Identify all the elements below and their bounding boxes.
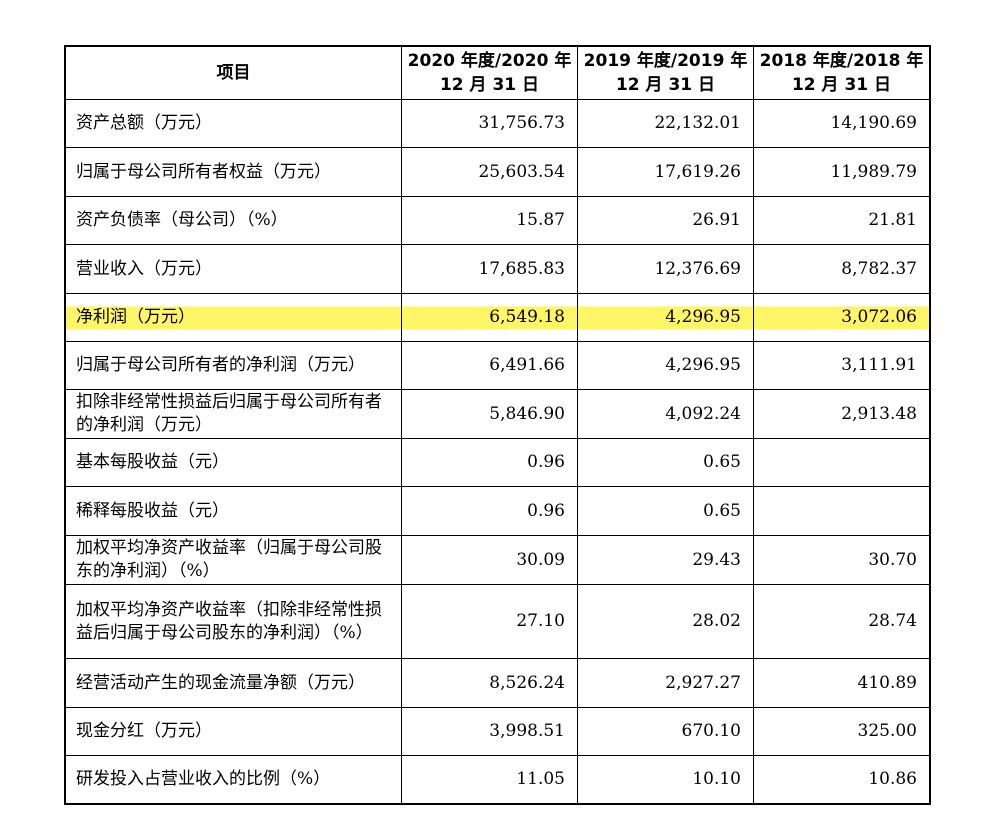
cell-2018: 3,111.91	[753, 341, 930, 390]
cell-2019: 12,376.69	[577, 244, 754, 294]
table-row: 现金分红（万元） 3,998.51 670.10 325.00	[65, 707, 930, 756]
row-label: 加权平均净资产收益率（扣除非经常性损益后归属于母公司股东的净利润）（%）	[65, 584, 402, 659]
row-label: 经营活动产生的现金流量净额（万元）	[65, 658, 402, 708]
cell-2019: 2,927.27	[577, 658, 754, 708]
cell-2020: 0.96	[401, 486, 578, 536]
table-row: 加权平均净资产收益率（扣除非经常性损益后归属于母公司股东的净利润）（%） 27.…	[65, 584, 930, 659]
cell-2020: 30.09	[401, 535, 578, 585]
cell-2018: 8,782.37	[753, 244, 930, 294]
row-label: 资产负债率（母公司）（%）	[65, 196, 402, 245]
cell-2020: 31,756.73	[401, 99, 578, 148]
table-row: 稀释每股收益（元） 0.96 0.65	[65, 486, 930, 536]
cell-2020: 11.05	[401, 755, 578, 804]
table-header-row: 项目 2020 年度/2020 年 12 月 31 日 2019 年度/2019 …	[65, 46, 930, 100]
row-label: 归属于母公司所有者的净利润（万元）	[65, 341, 402, 390]
cell-2019: 4,296.95	[577, 293, 754, 342]
table-row: 归属于母公司所有者的净利润（万元） 6,491.66 4,296.95 3,11…	[65, 341, 930, 390]
header-2020: 2020 年度/2020 年 12 月 31 日	[401, 46, 578, 100]
row-label: 研发投入占营业收入的比例（%）	[65, 755, 402, 804]
cell-2018: 10.86	[753, 755, 930, 804]
cell-2018: 2,913.48	[753, 389, 930, 439]
cell-2020: 15.87	[401, 196, 578, 245]
cell-2018: 21.81	[753, 196, 930, 245]
cell-2018	[753, 486, 930, 536]
cell-2020: 5,846.90	[401, 389, 578, 439]
cell-2018: 410.89	[753, 658, 930, 708]
table-row: 资产负债率（母公司）（%） 15.87 26.91 21.81	[65, 196, 930, 245]
cell-2019: 28.02	[577, 584, 754, 659]
cell-2018: 28.74	[753, 584, 930, 659]
cell-2020: 6,549.18	[401, 293, 578, 342]
row-label: 归属于母公司所有者权益（万元）	[65, 147, 402, 197]
cell-2020: 6,491.66	[401, 341, 578, 390]
row-label: 基本每股收益（元）	[65, 438, 402, 487]
cell-2019: 670.10	[577, 707, 754, 756]
row-label: 稀释每股收益（元）	[65, 486, 402, 536]
cell-2020: 0.96	[401, 438, 578, 487]
table-row: 归属于母公司所有者权益（万元） 25,603.54 17,619.26 11,9…	[65, 147, 930, 197]
cell-2018	[753, 438, 930, 487]
cell-2018: 14,190.69	[753, 99, 930, 148]
row-label: 营业收入（万元）	[65, 244, 402, 294]
row-label: 加权平均净资产收益率（归属于母公司股东的净利润）（%）	[65, 535, 402, 585]
row-label: 现金分红（万元）	[65, 707, 402, 756]
cell-2020: 3,998.51	[401, 707, 578, 756]
cell-2020: 27.10	[401, 584, 578, 659]
table-row: 经营活动产生的现金流量净额（万元） 8,526.24 2,927.27 410.…	[65, 658, 930, 708]
table-row: 营业收入（万元） 17,685.83 12,376.69 8,782.37	[65, 244, 930, 294]
cell-2020: 25,603.54	[401, 147, 578, 197]
cell-2019: 17,619.26	[577, 147, 754, 197]
table-row-highlighted: 净利润（万元） 6,549.18 4,296.95 3,072.06	[65, 293, 930, 342]
cell-2019: 0.65	[577, 486, 754, 536]
header-item: 项目	[65, 46, 402, 100]
table-row: 研发投入占营业收入的比例（%） 11.05 10.10 10.86	[65, 755, 930, 804]
cell-2019: 26.91	[577, 196, 754, 245]
cell-2020: 17,685.83	[401, 244, 578, 294]
financial-indicators-table: 项目 2020 年度/2020 年 12 月 31 日 2019 年度/2019 …	[64, 45, 931, 805]
cell-2019: 29.43	[577, 535, 754, 585]
cell-2019: 10.10	[577, 755, 754, 804]
cell-2019: 0.65	[577, 438, 754, 487]
table-row: 加权平均净资产收益率（归属于母公司股东的净利润）（%） 30.09 29.43 …	[65, 535, 930, 585]
cell-2018: 3,072.06	[753, 293, 930, 342]
row-label: 扣除非经常性损益后归属于母公司所有者的净利润（万元）	[65, 389, 402, 439]
cell-2019: 4,296.95	[577, 341, 754, 390]
row-label: 资产总额（万元）	[65, 99, 402, 148]
cell-2018: 325.00	[753, 707, 930, 756]
table-row: 资产总额（万元） 31,756.73 22,132.01 14,190.69	[65, 99, 930, 148]
header-2018: 2018 年度/2018 年 12 月 31 日	[753, 46, 930, 100]
cell-2019: 4,092.24	[577, 389, 754, 439]
cell-2018: 30.70	[753, 535, 930, 585]
cell-2018: 11,989.79	[753, 147, 930, 197]
table-row: 基本每股收益（元） 0.96 0.65	[65, 438, 930, 487]
cell-2019: 22,132.01	[577, 99, 754, 148]
table-row: 扣除非经常性损益后归属于母公司所有者的净利润（万元） 5,846.90 4,09…	[65, 389, 930, 439]
cell-2020: 8,526.24	[401, 658, 578, 708]
row-label: 净利润（万元）	[65, 293, 402, 342]
header-2019: 2019 年度/2019 年 12 月 31 日	[577, 46, 754, 100]
